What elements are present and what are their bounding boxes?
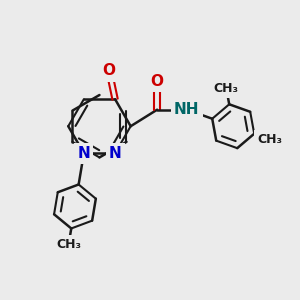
Text: CH₃: CH₃ — [214, 82, 239, 95]
Text: N: N — [77, 146, 90, 161]
Text: O: O — [151, 74, 164, 89]
Text: CH₃: CH₃ — [56, 238, 81, 251]
Text: NH: NH — [174, 102, 200, 117]
Text: O: O — [103, 64, 116, 79]
Text: N: N — [109, 146, 122, 161]
Text: CH₃: CH₃ — [257, 133, 282, 146]
